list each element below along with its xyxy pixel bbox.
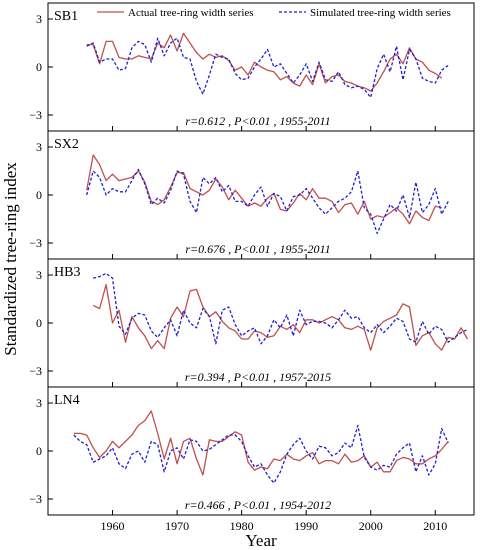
y-tick-label: 3: [36, 396, 42, 410]
y-tick-label: 3: [36, 268, 42, 282]
legend-simulated-label: Simulated tree-ring width series: [310, 7, 451, 19]
x-tick-label: 1990: [294, 519, 318, 533]
legend-actual-label: Actual tree-ring width series: [128, 7, 254, 19]
panel-label: SB1: [54, 9, 78, 24]
y-tick-label: 0: [36, 188, 42, 202]
panel-sb1: −3 0 3 SB1 r=0.612 , P<0.01 , 1955-2011 Actua…: [29, 2, 475, 132]
x-tick-label: 1980: [230, 519, 254, 533]
actual-series-line: [92, 283, 469, 351]
panel-sx2: −3 0 3 SX2 r=0.676 , P<0.01 , 1955-2011: [29, 130, 475, 260]
y-tick-label: 0: [36, 316, 42, 330]
panel-label: HB3: [54, 265, 80, 280]
simulated-series-line: [93, 272, 468, 345]
y-tick-label: −3: [29, 108, 42, 122]
correlation-stat: r=0.394 , P<0.01 , 1957-2015: [185, 370, 331, 384]
panel-label: SX2: [54, 137, 79, 152]
y-tick-label: 0: [36, 60, 42, 74]
panel-hb3: −3 0 3 HB3 r=0.394 , P<0.01 , 1957-2015: [29, 258, 475, 388]
y-tick-label: 3: [36, 12, 42, 26]
x-tick-label: 1970: [165, 519, 189, 533]
legend: Actual tree-ring width series Simulated t…: [97, 7, 451, 19]
correlation-stat: r=0.676 , P<0.01 , 1955-2011: [185, 242, 330, 256]
panel-ln4: −3 0 3 1960 1970 1980 1990 2000 2010 LN4 r=0.466 ,…: [29, 386, 475, 533]
x-tick-label: 1960: [101, 519, 125, 533]
panel-label: LN4: [54, 393, 80, 408]
panel-frame: [47, 130, 475, 260]
correlation-stat: r=0.612 , P<0.01 , 1955-2011: [185, 114, 330, 128]
y-tick-label: −3: [29, 364, 42, 378]
simulated-series-line: [86, 168, 449, 235]
actual-series-line: [86, 154, 442, 225]
simulated-series-line: [86, 37, 449, 99]
y-tick-label: −3: [29, 492, 42, 506]
actual-series-line: [86, 32, 443, 92]
simulated-series-line: [73, 424, 449, 484]
y-axis-title: Standardized tree-ring index: [1, 162, 20, 356]
correlation-stat: r=0.466 , P<0.01 , 1954-2012: [185, 498, 331, 512]
x-tick-label: 2000: [359, 519, 383, 533]
x-axis-title: Year: [245, 531, 277, 550]
actual-series-line: [73, 410, 449, 476]
y-tick-label: −3: [29, 236, 42, 250]
y-tick-label: 0: [36, 444, 42, 458]
x-tick-label: 2010: [423, 519, 447, 533]
panel-frame: [47, 386, 475, 516]
panels-group: −3 0 3 SB1 r=0.612 , P<0.01 , 1955-2011 Actua…: [29, 2, 475, 533]
y-tick-label: 3: [36, 140, 42, 154]
